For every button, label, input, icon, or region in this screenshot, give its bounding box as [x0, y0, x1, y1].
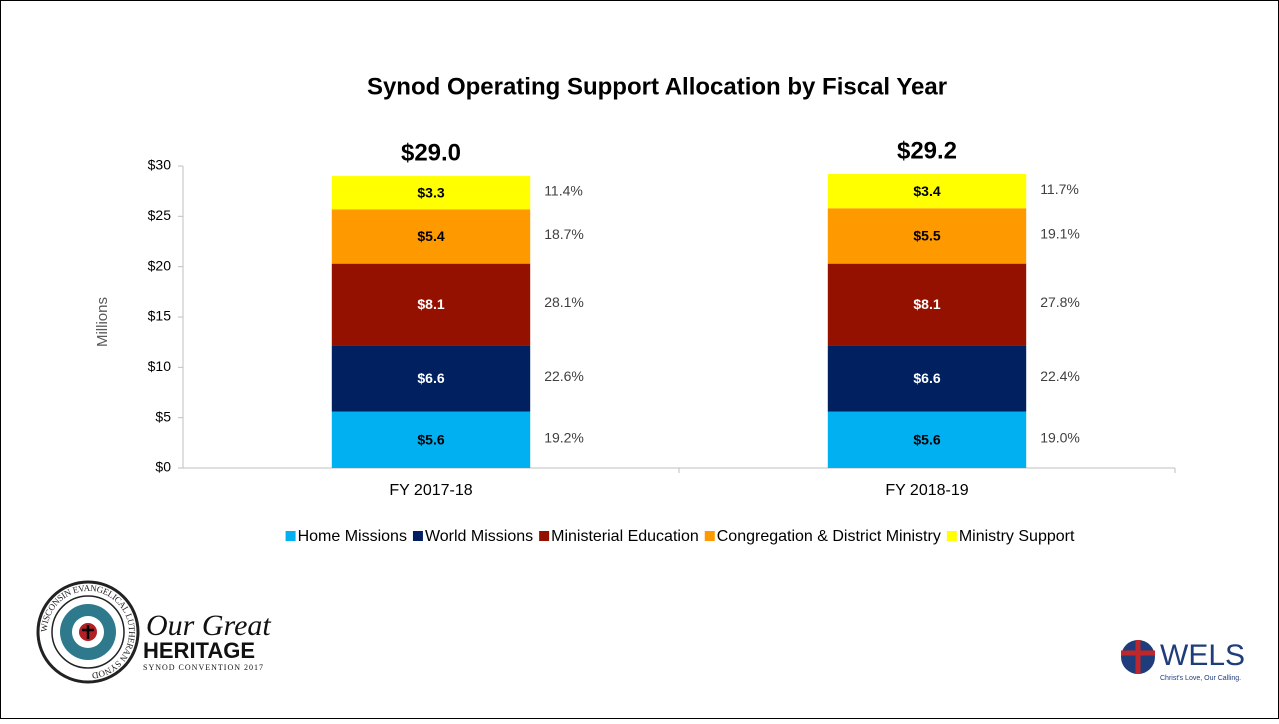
share-label: 22.6%	[544, 368, 584, 384]
share-label: 19.1%	[1040, 226, 1080, 242]
bar-segment	[827, 263, 1027, 346]
bar-segment	[827, 208, 1027, 264]
legend-swatch	[539, 531, 550, 541]
bar-segment	[827, 174, 1027, 209]
bar-segment	[331, 263, 531, 346]
share-label: 22.4%	[1040, 368, 1080, 384]
seal-cross	[82, 625, 94, 639]
bar-segment	[827, 411, 1027, 468]
value-label: $8.1	[913, 296, 940, 312]
legend-label: Ministry Support	[959, 528, 1075, 545]
legend-label: Ministerial Education	[551, 528, 699, 545]
heritage-script: Our Great	[146, 609, 271, 642]
legend: Home Missions World Missions Ministerial E…	[285, 528, 1075, 545]
bar-segment	[331, 209, 531, 264]
legend-swatch	[946, 531, 957, 541]
legend-label: World Missions	[425, 528, 533, 545]
total-label: $29.0	[401, 139, 461, 166]
bar-segment	[331, 176, 531, 210]
value-label: $5.6	[417, 432, 444, 448]
legend-swatch	[285, 531, 296, 541]
share-label: 28.1%	[544, 294, 584, 310]
wels-cross	[1121, 640, 1155, 674]
value-label: $3.4	[913, 183, 940, 199]
total-label: $29.2	[897, 137, 957, 164]
y-tick-label: $25	[148, 207, 172, 223]
heritage-sub: SYNOD CONVENTION 2017	[143, 663, 264, 672]
seal-logo: WISCONSIN EVANGELICAL LUTHERAN SYNOD	[36, 580, 140, 684]
y-tick-label: $30	[148, 157, 172, 173]
y-tick-label: $5	[155, 408, 171, 424]
share-label: 27.8%	[1040, 294, 1080, 310]
value-label: $5.5	[913, 228, 940, 244]
y-tick-label: $0	[155, 459, 171, 475]
wels-tagline: Christ's Love, Our Calling.	[1160, 675, 1241, 682]
share-label: 11.7%	[1040, 181, 1079, 197]
legend-swatch	[412, 531, 423, 541]
bar-segment	[331, 411, 531, 468]
value-label: $6.6	[913, 370, 940, 386]
y-tick-label: $15	[148, 308, 172, 324]
value-label: $5.6	[913, 432, 940, 448]
y-tick-label: $20	[148, 257, 172, 273]
legend-label: Home Missions	[298, 528, 407, 545]
x-tick-label: FY 2017-18	[389, 482, 472, 499]
value-label: $6.6	[417, 370, 444, 386]
x-tick-label: FY 2018-19	[885, 482, 968, 499]
bar-segment	[331, 345, 531, 412]
share-label: 19.2%	[544, 430, 584, 446]
share-label: 19.0%	[1040, 430, 1080, 446]
heritage-word: HERITAGE	[143, 638, 255, 663]
wels-logo	[1121, 640, 1155, 674]
value-label: $3.3	[417, 184, 444, 200]
chart-title: Synod Operating Support Allocation by Fi…	[367, 73, 947, 100]
share-label: 18.7%	[544, 226, 584, 242]
bar-segment	[827, 345, 1027, 412]
y-tick-label: $10	[148, 358, 172, 374]
value-label: $8.1	[417, 296, 444, 312]
y-axis-label: Millions	[94, 297, 111, 347]
share-label: 11.4%	[544, 182, 583, 198]
value-label: $5.4	[417, 228, 444, 244]
legend-label: Congregation & District Ministry	[717, 528, 941, 545]
legend-swatch	[704, 531, 715, 541]
wels-word: WELS	[1160, 639, 1245, 672]
